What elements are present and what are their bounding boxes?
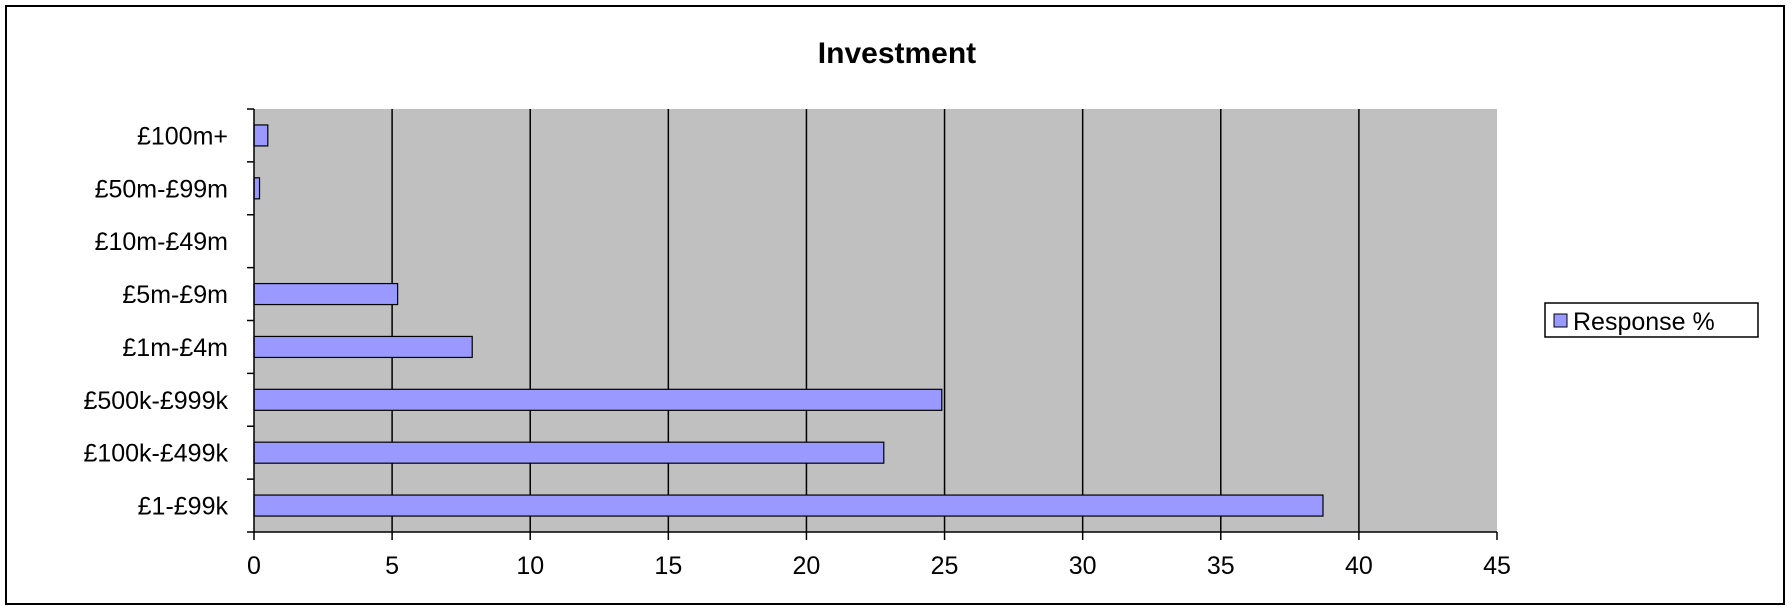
bar-6	[253, 441, 885, 464]
y-tick-label-3: £5m-£9m	[122, 281, 228, 309]
bar-4	[253, 335, 473, 359]
y-tick-label-0: £100m+	[137, 122, 228, 150]
bar-3	[253, 282, 399, 306]
x-tick-label-4: 20	[793, 552, 821, 580]
axes: £100m+ £50m-£99m £10m-£49m £5m-£9m £1m-£4m £5…	[83, 108, 1511, 580]
x-tick-label-1: 5	[385, 552, 399, 580]
x-tick-label-7: 35	[1207, 552, 1235, 580]
legend-box	[1544, 302, 1759, 338]
x-tick-label-0: 0	[247, 552, 261, 580]
bar-1	[253, 177, 261, 200]
x-tick-label-8: 40	[1345, 552, 1373, 580]
x-tick-label-3: 15	[654, 552, 682, 580]
x-tick-label-9: 45	[1483, 552, 1511, 580]
y-tick-label-5: £500k-£999k	[83, 387, 228, 415]
y-tick-label-1: £50m-£99m	[95, 175, 228, 203]
x-tick-label-2: 10	[516, 552, 544, 580]
y-tick-label-7: £1-£99k	[138, 493, 229, 521]
x-tick-label-5: 25	[931, 552, 959, 580]
chart-title: Investment	[818, 37, 976, 70]
plot-area	[254, 109, 1497, 532]
bar-0	[253, 124, 269, 147]
x-tick-label-6: 30	[1069, 552, 1097, 580]
bar-5	[253, 388, 943, 411]
y-tick-label-4: £1m-£4m	[122, 334, 228, 362]
legend: Response %	[1544, 302, 1759, 338]
bars	[253, 124, 1324, 517]
legend-swatch	[1553, 313, 1568, 328]
y-tick-label-6: £100k-£499k	[83, 440, 228, 468]
legend-label-response: Response %	[1573, 308, 1715, 336]
bar-7	[253, 494, 1324, 517]
y-tick-label-2: £10m-£49m	[95, 228, 228, 256]
